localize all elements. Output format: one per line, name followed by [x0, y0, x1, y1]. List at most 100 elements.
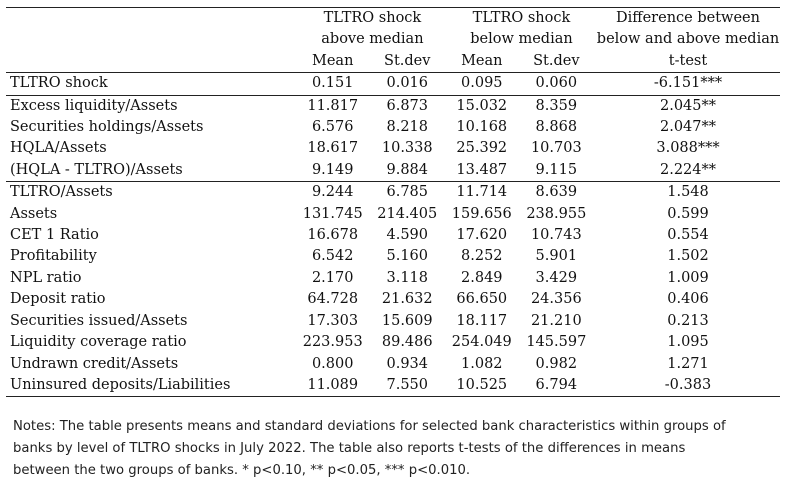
- stdev-below-cell: 9.115: [535, 161, 578, 178]
- stdev-below-cell: 145.597: [526, 334, 587, 351]
- header-group-above: TLTRO shock: [297, 7, 447, 30]
- mean-below-cell: 13.487: [456, 161, 508, 178]
- notes-line-3: between the two groups of banks. * p<0.1…: [13, 463, 471, 478]
- ttest-cell: 0.554: [667, 227, 709, 244]
- ttest-cell: 2.224**: [659, 161, 716, 178]
- table-row: Profitability 6.542 5.160 8.252 5.901 1.502: [6, 246, 780, 267]
- ttest-cell: 1.271: [667, 355, 709, 372]
- row-label-cell: NPL ratio: [10, 269, 82, 286]
- header-stdev-above: St.dev: [384, 52, 431, 69]
- header-row-2: above median below median below and abov…: [6, 29, 780, 50]
- stdev-below-cell: 8.359: [516, 94, 596, 118]
- stdev-above-cell: 6.785: [367, 181, 447, 204]
- mean-above-cell: 11.817: [297, 94, 368, 118]
- stdev-above-cell: 214.405: [377, 205, 438, 222]
- stdev-above-cell: 5.160: [386, 248, 428, 265]
- stdev-above-cell: 10.338: [381, 140, 433, 157]
- mean-above-cell: 0.800: [311, 355, 354, 372]
- header-row-3: Mean St.dev Mean St.dev t-test: [6, 51, 780, 73]
- header-empty-cell: [6, 29, 298, 50]
- mean-below-cell: 8.252: [461, 248, 503, 265]
- row-label-cell: Profitability: [10, 248, 97, 265]
- mean-below-cell: 25.392: [456, 140, 508, 157]
- table-row: Undrawn credit/Assets 0.800 0.934 1.082 0.98…: [6, 354, 780, 375]
- ttest-cell: 0.406: [667, 291, 709, 308]
- mean-below-cell: 10.525: [446, 374, 517, 398]
- mean-below-cell: 2.849: [461, 269, 503, 286]
- stdev-below-cell: 3.429: [535, 269, 578, 286]
- stdev-above-cell: 89.486: [381, 334, 433, 351]
- header-stdev-below: St.dev: [533, 52, 580, 69]
- table-row: TLTRO shock 0.151 0.016 0.095 0.060 -6.151***: [6, 72, 780, 96]
- mean-below-cell: 11.714: [446, 181, 517, 204]
- table-row: Excess liquidity/Assets 11.817 6.873 15.032…: [6, 94, 780, 118]
- header-ttest: t-test: [668, 52, 708, 69]
- row-label-cell: TLTRO/Assets: [6, 181, 298, 204]
- mean-below-cell: 18.117: [456, 312, 508, 329]
- stdev-above-cell: 21.632: [381, 291, 433, 308]
- table-row: Assets 131.745 214.405 159.656 238.955 0.599: [6, 204, 780, 225]
- mean-below-cell: 254.049: [451, 334, 512, 351]
- row-label-cell: HQLA/Assets: [10, 140, 107, 157]
- mean-below-cell: 15.032: [446, 94, 517, 118]
- mean-above-cell: 131.745: [302, 205, 363, 222]
- row-label-cell: Liquidity coverage ratio: [10, 334, 187, 351]
- ttest-cell: 2.045**: [596, 94, 780, 118]
- header-difference: Difference between: [596, 7, 780, 30]
- table-row: NPL ratio 2.170 3.118 2.849 3.429 1.009: [6, 268, 780, 289]
- ttest-cell: 1.548: [596, 181, 780, 204]
- row-label-cell: Securities holdings/Assets: [10, 119, 204, 136]
- ttest-cell: 0.599: [667, 205, 709, 222]
- header-mean-above: Mean: [312, 52, 354, 69]
- mean-below-cell: 17.620: [456, 227, 508, 244]
- stdev-above-cell: 15.609: [381, 312, 433, 329]
- header-empty-cell: [6, 51, 298, 73]
- mean-below-cell: 0.095: [446, 72, 517, 96]
- stdev-above-cell: 6.873: [367, 94, 447, 118]
- notes-line-2: banks by level of TLTRO shocks in July 2…: [13, 441, 686, 456]
- stdev-above-cell: 0.016: [367, 72, 447, 96]
- table-row: (HQLA - TLTRO)/Assets 9.149 9.884 13.487 9.1…: [6, 160, 780, 182]
- stdev-below-cell: 0.060: [516, 72, 596, 96]
- stdev-below-cell: 6.794: [516, 374, 596, 398]
- stdev-below-cell: 0.982: [535, 355, 578, 372]
- stdev-above-cell: 4.590: [386, 227, 428, 244]
- mean-above-cell: 11.089: [297, 374, 368, 398]
- mean-below-cell: 159.656: [451, 205, 512, 222]
- stdev-below-cell: 21.210: [530, 312, 582, 329]
- mean-above-cell: 2.170: [311, 269, 354, 286]
- row-label-cell: Assets: [10, 205, 58, 222]
- mean-below-cell: 10.168: [456, 119, 508, 136]
- mean-above-cell: 6.576: [311, 119, 354, 136]
- stdev-below-cell: 10.743: [530, 227, 582, 244]
- stdev-below-cell: 10.703: [530, 140, 582, 157]
- table-row: Liquidity coverage ratio 223.953 89.486 254…: [6, 332, 780, 353]
- stdev-below-cell: 8.868: [535, 119, 578, 136]
- table-row: HQLA/Assets 18.617 10.338 25.392 10.703 3.088…: [6, 138, 780, 159]
- ttest-cell: -6.151***: [596, 72, 780, 96]
- mean-above-cell: 6.542: [311, 248, 354, 265]
- ttest-cell: 3.088***: [656, 140, 720, 157]
- row-label-cell: Excess liquidity/Assets: [6, 94, 298, 118]
- stdev-above-cell: 8.218: [386, 119, 428, 136]
- mean-below-cell: 1.082: [461, 355, 503, 372]
- ttest-cell: -0.383: [596, 374, 780, 398]
- stdev-below-cell: 8.639: [516, 181, 596, 204]
- mean-above-cell: 9.244: [297, 181, 368, 204]
- summary-statistics-table: TLTRO shock TLTRO shock Difference betwe…: [6, 7, 780, 398]
- ttest-cell: 1.502: [667, 248, 709, 265]
- ttest-cell: 1.095: [667, 334, 709, 351]
- stdev-below-cell: 5.901: [535, 248, 578, 265]
- row-label-cell: Deposit ratio: [10, 291, 106, 308]
- mean-below-cell: 66.650: [456, 291, 508, 308]
- row-label-cell: TLTRO shock: [6, 72, 298, 96]
- header-difference-sub: below and above median: [596, 31, 780, 48]
- ttest-cell: 1.009: [667, 269, 709, 286]
- header-empty-cell: [6, 7, 298, 30]
- mean-above-cell: 64.728: [307, 291, 359, 308]
- table-row: Uninsured deposits/Liabilities 11.089 7.55…: [6, 374, 780, 398]
- stdev-below-cell: 24.356: [530, 291, 582, 308]
- mean-above-cell: 9.149: [311, 161, 354, 178]
- stdev-above-cell: 9.884: [386, 161, 428, 178]
